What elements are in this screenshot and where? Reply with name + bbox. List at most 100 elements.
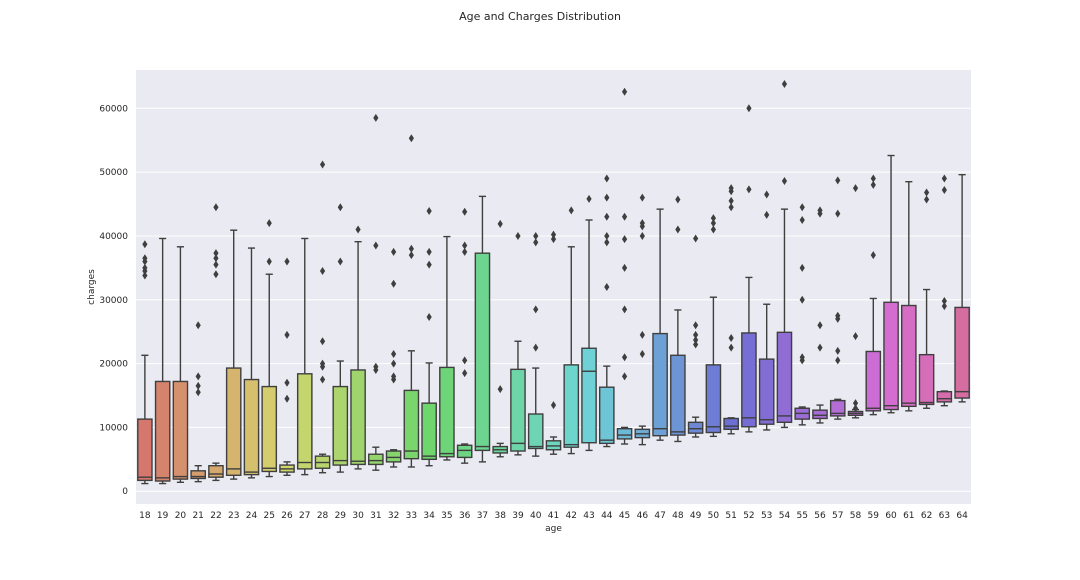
- box-iqr: [758, 358, 775, 425]
- outlier-point: [710, 214, 716, 223]
- x-tick-label: 60: [885, 511, 897, 521]
- outlier-point: [799, 215, 805, 224]
- outlier-point: [391, 247, 397, 256]
- box-iqr: [741, 332, 757, 428]
- outlier-point: [799, 353, 805, 362]
- box-iqr: [527, 413, 544, 450]
- x-tick-label: 33: [406, 511, 417, 521]
- outlier-point: [337, 257, 343, 266]
- outlier-point: [319, 359, 326, 368]
- outlier-point: [533, 231, 539, 240]
- outlier-point: [923, 195, 930, 204]
- x-tick-label: 62: [921, 511, 932, 521]
- outlier-point: [497, 385, 503, 394]
- outlier-point: [284, 257, 290, 266]
- outlier-point: [319, 160, 326, 169]
- outlier-point: [604, 231, 610, 240]
- box-36: [456, 207, 473, 464]
- outlier-point: [693, 330, 699, 339]
- x-tick-label: 19: [157, 511, 169, 521]
- outlier-point: [213, 203, 219, 212]
- box-28: [314, 160, 331, 474]
- box-iqr: [883, 301, 899, 411]
- outlier-point: [515, 231, 521, 240]
- outlier-point: [799, 263, 805, 272]
- outlier-point: [852, 404, 859, 413]
- outlier-point: [195, 381, 201, 390]
- box-24: [243, 247, 260, 479]
- outlier-point: [533, 238, 539, 247]
- outlier-point: [852, 332, 859, 341]
- box-34: [421, 207, 437, 467]
- outlier-point: [319, 337, 326, 346]
- outlier-point: [852, 184, 859, 193]
- box-48: [670, 195, 686, 443]
- outlier-point: [870, 180, 876, 189]
- y-tick-label: 60000: [99, 104, 128, 114]
- outlier-point: [462, 356, 468, 365]
- outlier-point: [391, 279, 397, 288]
- x-tick-label: 22: [210, 511, 221, 521]
- box-42: [563, 206, 580, 455]
- box-27: [296, 237, 313, 476]
- outlier-point: [764, 190, 770, 199]
- box-29: [332, 203, 349, 473]
- box-iqr: [456, 444, 473, 459]
- box-35: [439, 235, 455, 461]
- x-axis-label: age: [545, 524, 562, 534]
- outlier-point: [319, 375, 326, 384]
- box-55: [794, 203, 811, 426]
- x-tick-label: 43: [583, 511, 594, 521]
- box-53: [758, 190, 775, 431]
- outlier-point: [391, 359, 397, 368]
- outlier-point: [693, 234, 699, 243]
- outlier-point: [213, 254, 219, 263]
- outlier-point: [817, 206, 823, 215]
- box-iqr: [368, 453, 384, 466]
- outlier-point: [923, 188, 930, 197]
- outlier-point: [462, 247, 468, 256]
- outlier-point: [941, 297, 947, 306]
- box-iqr: [581, 347, 597, 444]
- outlier-point: [764, 210, 770, 219]
- x-tick-label: 35: [441, 511, 452, 521]
- box-23: [225, 229, 242, 480]
- outlier-point: [284, 378, 290, 387]
- outlier-point: [621, 353, 628, 362]
- box-19: [154, 237, 171, 485]
- box-63: [936, 174, 953, 407]
- outlier-point: [550, 401, 557, 410]
- box-58: [847, 184, 864, 419]
- box-45: [616, 87, 633, 445]
- outlier-point: [852, 399, 859, 408]
- outlier-point: [533, 305, 539, 314]
- x-tick-label: 55: [796, 511, 807, 521]
- box-iqr: [901, 304, 917, 408]
- outlier-point: [621, 305, 628, 314]
- box-49: [687, 234, 704, 438]
- x-tick-label: 49: [690, 511, 702, 521]
- box-26: [279, 257, 295, 476]
- x-tick-label: 44: [601, 511, 613, 521]
- box-iqr: [439, 366, 455, 458]
- outlier-point: [355, 225, 361, 234]
- x-tick-label: 38: [494, 511, 506, 521]
- y-tick-label: 10000: [99, 423, 128, 433]
- box-54: [776, 80, 793, 429]
- outlier-point: [710, 219, 716, 228]
- x-tick-label: 53: [761, 511, 772, 521]
- outlier-point: [604, 212, 610, 221]
- x-tick-label: 37: [477, 511, 488, 521]
- box-iqr: [598, 386, 615, 445]
- outlier-point: [142, 254, 148, 263]
- box-iqr: [829, 399, 846, 417]
- outlier-point: [195, 388, 201, 397]
- x-tick-label: 50: [708, 511, 720, 521]
- box-43: [581, 194, 597, 452]
- x-tick-label: 47: [654, 511, 665, 521]
- outlier-point: [213, 260, 219, 269]
- x-tick-label: 57: [832, 511, 843, 521]
- x-tick-label: 26: [281, 511, 293, 521]
